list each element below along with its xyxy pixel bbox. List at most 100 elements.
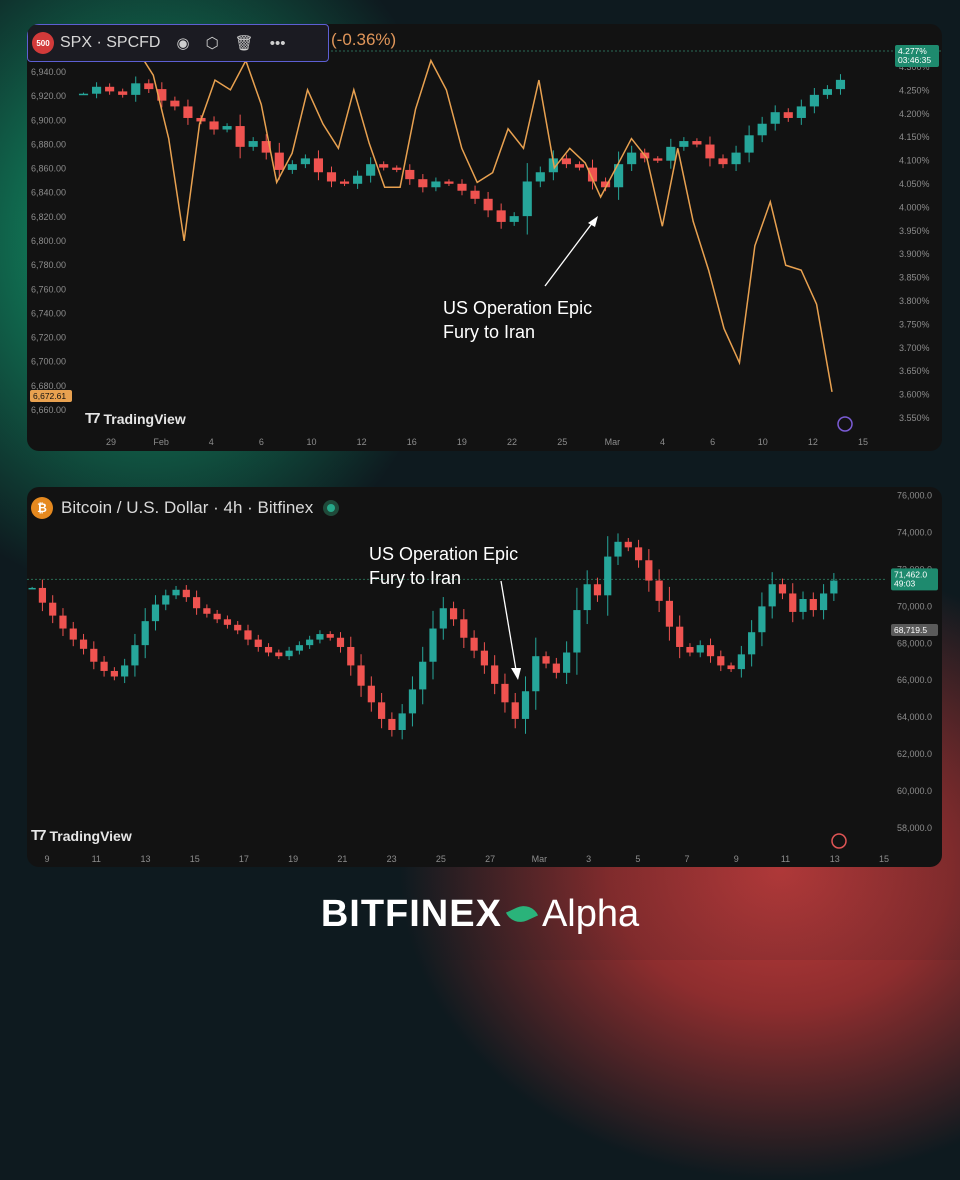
spx-candle-body bbox=[105, 86, 115, 92]
btc-candle-body bbox=[367, 685, 375, 703]
btc-candle-body bbox=[275, 652, 283, 657]
bitfinex-alpha-logo: BITFINEX Alpha bbox=[0, 893, 960, 936]
brand-suffix: Alpha bbox=[541, 893, 640, 935]
spx-yield-current-label-bg bbox=[895, 45, 939, 67]
spx-candle-body bbox=[705, 144, 715, 159]
spx-candle-body bbox=[614, 164, 624, 188]
spx-x-tick-label: 16 bbox=[407, 437, 417, 447]
spx-yield-current-label-text: 4.277% bbox=[898, 46, 927, 56]
btc-candle-body bbox=[172, 589, 180, 596]
btc-candle-body bbox=[49, 602, 57, 616]
spx-y-tick-label: 6,900.00 bbox=[31, 115, 66, 125]
eye-icon[interactable]: ◉ bbox=[176, 35, 190, 52]
spx-candle-body bbox=[222, 126, 232, 130]
trash-icon[interactable]: 🗑 bbox=[234, 35, 254, 52]
spx-x-tick-label: 4 bbox=[660, 437, 665, 447]
spx-candle-body bbox=[692, 141, 702, 145]
spx-y-tick-label: 6,800.00 bbox=[31, 236, 66, 246]
spx-candle-body bbox=[822, 89, 832, 95]
spx-y-tick-label: 6,700.00 bbox=[31, 357, 66, 367]
spx-candle-body bbox=[379, 164, 389, 168]
spx-chart-panel[interactable]: 6,940.00 6,920.00 6,900.00 6,880.00 6,860.00… bbox=[27, 24, 942, 451]
spx-chart-svg[interactable]: 6,940.00 6,920.00 6,900.00 6,880.00 6,860.00… bbox=[27, 24, 942, 451]
btc-candle-body bbox=[285, 650, 293, 657]
btc-candle-body bbox=[90, 648, 98, 662]
btc-y-tick-label: 70,000.0 bbox=[897, 601, 932, 611]
btc-x-tick-label: 9 bbox=[44, 854, 49, 864]
spx-y2-tick-label: 3.700% bbox=[899, 343, 930, 353]
spx-y-tick-label: 6,680.00 bbox=[31, 381, 66, 391]
btc-candle-body bbox=[778, 584, 787, 594]
btc-candle-body bbox=[583, 584, 591, 611]
btc-candle-body bbox=[521, 691, 530, 719]
more-icon[interactable]: ••• bbox=[269, 34, 286, 52]
btc-candle-body bbox=[686, 646, 694, 653]
btc-x-tick-label: 9 bbox=[734, 854, 739, 864]
spx-candle-body bbox=[509, 216, 519, 222]
btc-candle-body bbox=[244, 630, 252, 640]
spx-x-tick-label: 4 bbox=[209, 437, 214, 447]
spx-candle-body bbox=[353, 175, 363, 184]
btc-candle-body bbox=[665, 600, 674, 627]
btc-x-tick-label: 11 bbox=[92, 854, 101, 864]
btc-candle-body bbox=[388, 718, 396, 730]
btc-candle-body bbox=[706, 645, 715, 657]
btc-chart-panel[interactable]: 76,000.074,000.072,000.070,000.068,000.0… bbox=[27, 487, 942, 867]
spx-candle-body bbox=[783, 112, 793, 118]
spx-y2-tick-label: 3.850% bbox=[899, 273, 930, 283]
spx-candle-body bbox=[809, 94, 819, 107]
btc-candle-body bbox=[100, 661, 108, 671]
spx-candle-body bbox=[470, 190, 480, 199]
spx-candle-body bbox=[261, 141, 271, 153]
settings-icon[interactable]: ⬡ bbox=[205, 35, 219, 52]
tradingview-logo-icon: T7 bbox=[31, 827, 46, 844]
btc-annotation: US Operation Epic Fury to Iran bbox=[369, 542, 518, 590]
btc-y-tick-label: 76,000.0 bbox=[897, 491, 932, 501]
spx-x-tick-label: Feb bbox=[153, 437, 169, 447]
btc-candle-body bbox=[542, 656, 550, 664]
btc-x-tick-label: 11 bbox=[781, 854, 790, 864]
btc-x-tick-label: 13 bbox=[830, 854, 840, 864]
btc-y-tick-label: 64,000.0 bbox=[897, 712, 932, 722]
btc-candle-body bbox=[624, 541, 632, 548]
btc-candle-body bbox=[264, 646, 273, 653]
btc-candle-body bbox=[748, 632, 756, 655]
spx-symbol-header[interactable]: 500 SPX · SPCFD ◉ ⬡ 🗑 ••• bbox=[27, 24, 329, 62]
spx-yield-current-label-text: 03:46:35 bbox=[898, 55, 931, 65]
btc-candle-body bbox=[182, 589, 190, 598]
spx-annotation-line2: Fury to Iran bbox=[443, 322, 536, 342]
spx-change-percent: (-0.36%) bbox=[331, 30, 397, 49]
spx-y-tick-label: 6,840.00 bbox=[31, 188, 66, 198]
spx-candle-body bbox=[718, 158, 728, 165]
spx-candle-body bbox=[157, 89, 167, 101]
btc-candle-body bbox=[634, 547, 643, 561]
spx-candle-body bbox=[627, 152, 637, 165]
btc-x-tick-label: 15 bbox=[190, 854, 200, 864]
btc-symbol-header[interactable]: ₿ Bitcoin / U.S. Dollar · 4h · Bitfinex bbox=[31, 497, 340, 519]
spx-y-tick-label: 6,740.00 bbox=[31, 308, 66, 318]
btc-x-tick-label: 21 bbox=[337, 854, 347, 864]
btc-candle-body bbox=[645, 560, 653, 581]
spx-y2-tick-label: 3.950% bbox=[899, 226, 930, 236]
btc-candle-body bbox=[295, 645, 303, 651]
spx-candle-body bbox=[496, 210, 506, 222]
btc-candle-body bbox=[336, 637, 345, 647]
btc-chart-svg[interactable]: 76,000.074,000.072,000.070,000.068,000.0… bbox=[27, 487, 942, 867]
btc-candle-body bbox=[408, 689, 417, 714]
btc-candle-body bbox=[347, 646, 355, 666]
spx-y2-tick-label: 4.100% bbox=[899, 156, 930, 166]
btc-candle-body bbox=[501, 683, 509, 703]
market-open-status-icon bbox=[323, 500, 340, 516]
spx-candle-body bbox=[392, 167, 402, 170]
spx-y2-tick-label: 4.150% bbox=[899, 132, 930, 142]
spx-candle-body bbox=[587, 167, 598, 182]
btc-x-tick-label: 19 bbox=[288, 854, 298, 864]
spx-candle-body bbox=[796, 106, 806, 118]
spx-candle-body bbox=[92, 86, 102, 94]
spx-symbol-label[interactable]: SPX · SPCFD bbox=[60, 34, 161, 51]
spx-x-tick-label: 6 bbox=[259, 437, 264, 447]
btc-candle-body bbox=[768, 584, 776, 607]
btc-annotation-line1: US Operation Epic bbox=[369, 544, 519, 564]
btc-candle-body bbox=[449, 608, 458, 620]
btc-symbol-title[interactable]: Bitcoin / U.S. Dollar · 4h · Bitfinex bbox=[61, 498, 314, 517]
